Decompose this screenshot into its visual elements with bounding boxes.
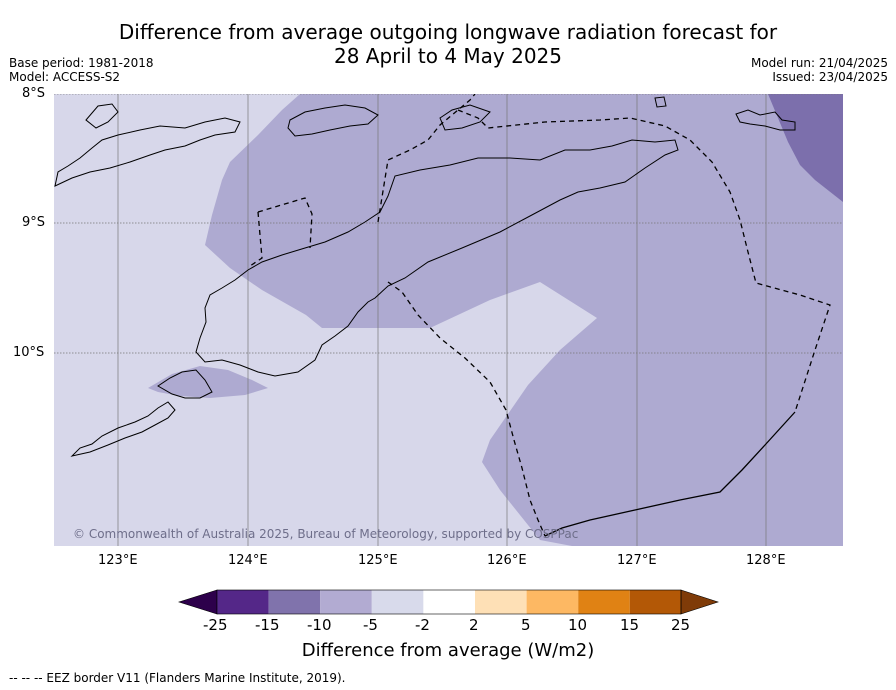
lat-label-10s: 10°S [13,345,45,360]
lon-label-127e: 127°E [617,553,657,568]
colorbar-label: 2 [469,616,479,634]
model-name: Model: ACCESS-S2 [9,70,121,84]
colorbar-bin-7 [526,590,579,614]
colorbar-bin-1 [217,590,269,614]
colorbar-extend-low [178,589,218,615]
colorbar-label: 5 [521,616,531,634]
lon-label-125e: 125°E [358,553,398,568]
colorbar-label: 25 [671,616,691,634]
colorbar-bin-2 [268,590,321,614]
western-islands-coastline [85,103,119,129]
base-period: Base period: 1981-2018 [9,56,154,70]
map-title: Difference from average outgoing longwav… [0,20,896,68]
colorbar-label: 15 [620,616,640,634]
meta-right: Model run: 21/04/2025 Issued: 23/04/2025 [751,56,888,84]
title-line-2: 28 April to 4 May 2025 [334,44,562,68]
colorbar-bin-9 [629,590,681,614]
rote-coastline [157,369,213,399]
anomaly-region-minus5 [205,94,843,546]
eez-border-solid [544,411,796,537]
lon-label-128e: 128°E [746,553,786,568]
lon-label-124e: 124°E [228,553,268,568]
colorbar-label: 10 [568,616,588,634]
colorbar-label: -15 [255,616,280,634]
meta-left: Base period: 1981-2018 Model: ACCESS-S2 [9,56,154,84]
issued-date: Issued: 23/04/2025 [772,70,888,84]
copyright-text: © Commonwealth of Australia 2025, Bureau… [73,527,578,541]
colorbar [178,589,719,615]
eez-border [249,94,831,537]
lat-label-9s: 9°S [22,215,46,230]
colorbar-label: -10 [307,616,332,634]
lon-label-123e: 123°E [98,553,138,568]
map-area: © Commonwealth of Australia 2025, Bureau… [54,94,843,546]
sumba-coastline [70,401,176,457]
colorbar-bin-4 [371,590,424,614]
colorbar-bin-3 [320,590,372,614]
wetar-coastline [439,104,491,131]
colorbar-bin-5 [423,590,475,614]
title-line-1: Difference from average outgoing longwav… [118,20,778,44]
kisar-coastline [654,96,667,108]
model-run: Model run: 21/04/2025 [750,56,888,70]
eez-footnote: -- -- -- EEZ border V11 (Flanders Marine… [9,671,346,685]
babar-coastline [735,109,796,131]
colorbar-label: -25 [203,616,228,634]
flores-coastline [54,117,241,187]
colorbar-title: Difference from average (W/m2) [301,640,595,661]
gridlines [54,94,843,546]
colorbar-bin-6 [475,590,527,614]
lat-label-8s: 8°S [22,86,46,101]
colorbar-label: -5 [363,616,378,634]
colorbar-bin-8 [578,590,630,614]
lon-label-126e: 126°E [487,553,527,568]
alor-coastline [287,104,379,137]
colorbar-label: -2 [415,616,430,634]
colorbar-extend-high [680,589,719,615]
